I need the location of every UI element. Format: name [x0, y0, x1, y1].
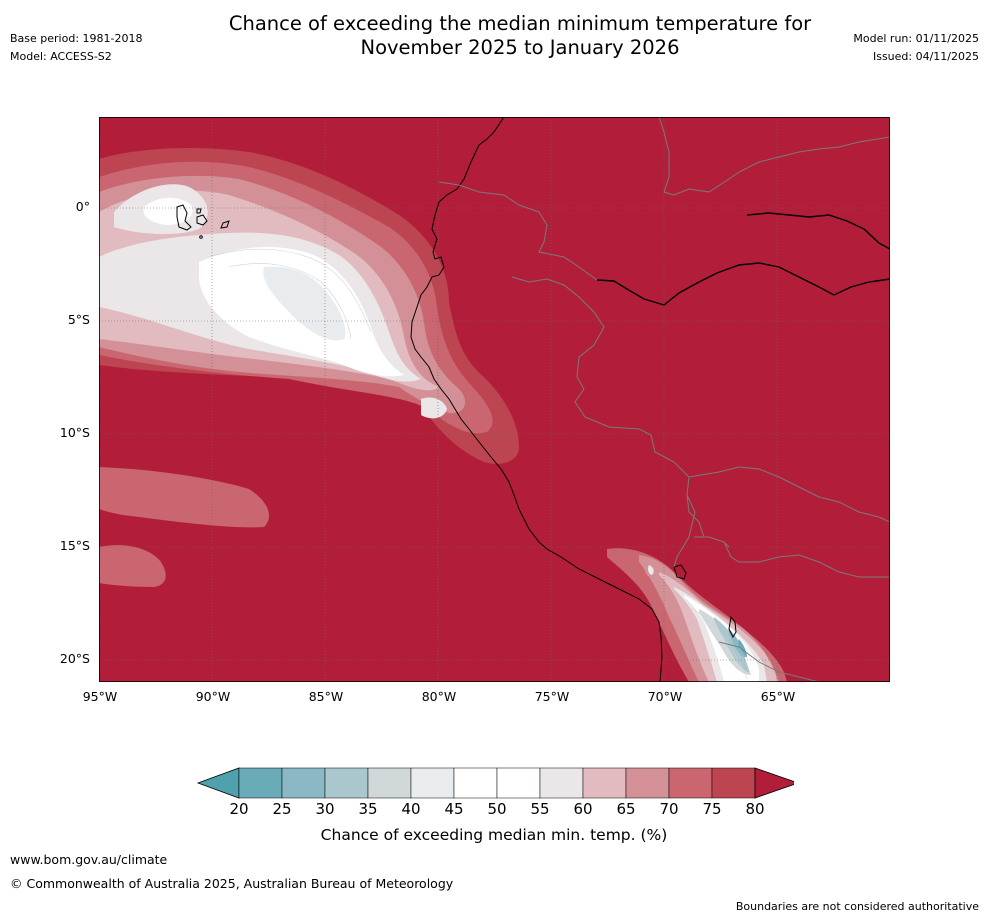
colorbar-tick-65: 65	[616, 800, 636, 818]
lon-label-1: 90°W	[195, 689, 231, 704]
lat-label-2: 10°S	[59, 425, 90, 440]
colorbar-segment-60	[582, 767, 627, 799]
graticule	[99, 117, 890, 682]
lon-label-5: 70°W	[647, 689, 683, 704]
colorbar-segment-35	[367, 767, 412, 799]
title-line-1: Chance of exceeding the median minimum t…	[228, 12, 812, 35]
lon-label-2: 85°W	[308, 689, 344, 704]
colorbar-segment-30	[324, 767, 369, 799]
contour-lines	[208, 248, 748, 680]
lon-label-6: 65°W	[760, 689, 796, 704]
lake-poopo	[728, 615, 737, 639]
colorbar-extend-high	[754, 767, 794, 799]
lat-label-4: 20°S	[59, 651, 90, 666]
colorbar-tick-25: 25	[272, 800, 292, 818]
national-borders	[438, 117, 890, 682]
issued-date: Issued: 04/11/2025	[872, 50, 979, 63]
copyright-text: © Commonwealth of Australia 2025, Austra…	[10, 876, 454, 891]
colorbar-tick-70: 70	[659, 800, 679, 818]
colorbar-tick-45: 45	[444, 800, 464, 818]
colorbar-segment-50	[496, 767, 541, 799]
lat-label-1: 5°S	[67, 312, 90, 327]
colorbar	[196, 767, 794, 799]
lat-label-3: 15°S	[59, 538, 90, 553]
colorbar-tick-60: 60	[573, 800, 593, 818]
lat-label-0: 0°	[75, 199, 90, 214]
page-title: Chance of exceeding the median minimum t…	[160, 12, 880, 60]
colorbar-tick-20: 20	[229, 800, 249, 818]
colorbar-tick-55: 55	[530, 800, 550, 818]
lon-label-3: 80°W	[421, 689, 457, 704]
colorbar-tick-75: 75	[702, 800, 722, 818]
colorbar-segment-55	[539, 767, 584, 799]
southern-offshore-band	[99, 467, 269, 587]
title-line-2: November 2025 to January 2026	[360, 36, 680, 59]
colorbar-segment-25	[281, 767, 326, 799]
colorbar-segment-40	[410, 767, 455, 799]
colorbar-segment-70	[668, 767, 713, 799]
coastline	[410, 117, 663, 682]
amazon-river	[596, 262, 890, 306]
base-period: Base period: 1981-2018	[10, 32, 143, 45]
colorbar-tick-40: 40	[401, 800, 421, 818]
colorbar-tick-80: 80	[745, 800, 765, 818]
colorbar-segment-45	[453, 767, 498, 799]
offshore-anomaly-plume	[99, 147, 519, 464]
model-run: Model run: 01/11/2025	[853, 32, 979, 45]
website-link[interactable]: www.bom.gov.au/climate	[10, 852, 168, 867]
colorbar-tick-30: 30	[315, 800, 335, 818]
model-name: Model: ACCESS-S2	[10, 50, 112, 63]
boundaries-disclaimer: Boundaries are not considered authoritat…	[735, 900, 979, 913]
colorbar-segment-75	[711, 767, 756, 799]
colorbar-label: Chance of exceeding median min. temp. (%…	[320, 826, 668, 844]
colorbar-tick-35: 35	[358, 800, 378, 818]
galapagos-islands	[176, 204, 230, 239]
colorbar-segment-20	[238, 767, 283, 799]
colorbar-segments	[196, 767, 794, 799]
colorbar-tick-50: 50	[487, 800, 507, 818]
lake-titicaca	[673, 564, 687, 580]
colorbar-extend-low	[196, 767, 240, 799]
lon-label-0: 95°W	[82, 689, 118, 704]
forecast-map	[99, 117, 890, 682]
rio-negro	[746, 212, 890, 250]
colorbar-segment-65	[625, 767, 670, 799]
lon-label-4: 75°W	[534, 689, 570, 704]
